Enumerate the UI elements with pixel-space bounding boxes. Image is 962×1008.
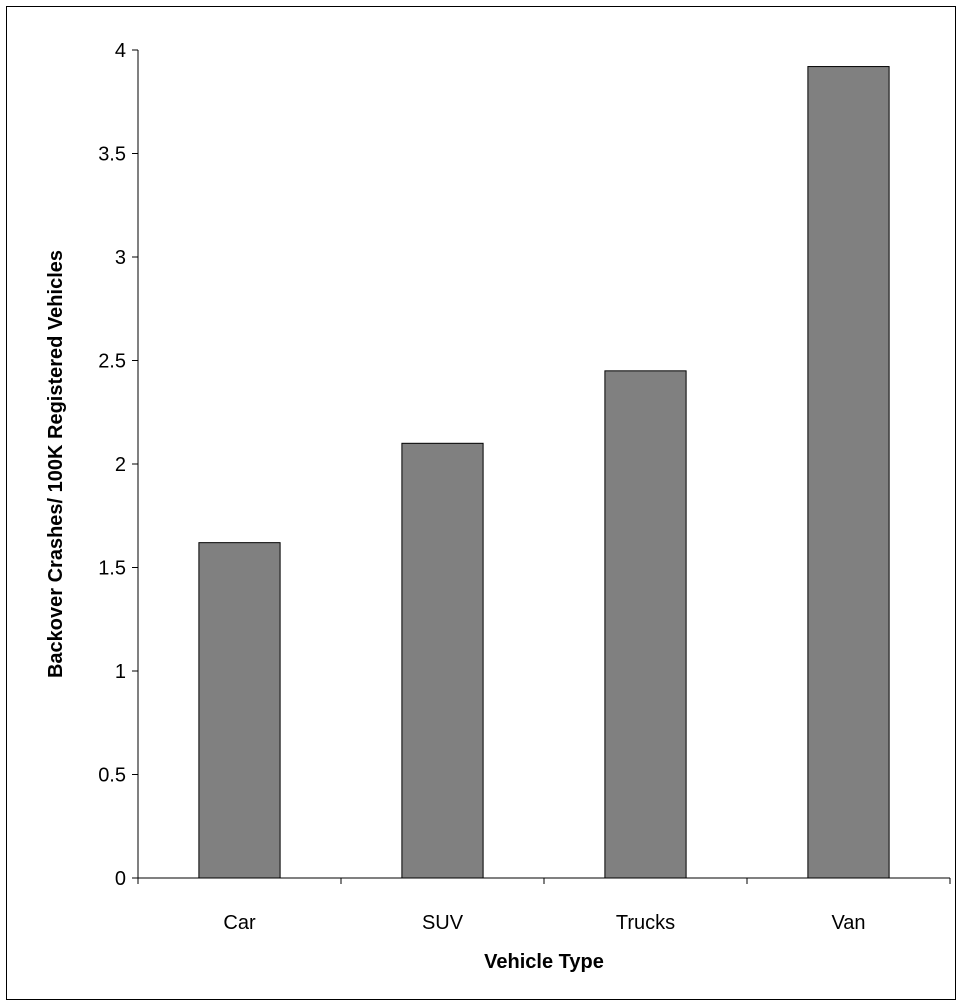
bars-group — [198, 66, 890, 879]
y-tick-label: 1.5 — [98, 558, 126, 580]
x-axis-ticks: Car SUV Trucks Van — [137, 878, 951, 934]
y-tick-label: 0.5 — [98, 765, 126, 787]
x-tick-label: Car — [223, 912, 256, 934]
bar-trucks — [604, 370, 687, 879]
bar-suv — [401, 442, 484, 879]
y-axis-ticks: 0 0.5 1 1.5 2 2.5 3 3.5 4 — [98, 40, 138, 890]
x-tick-label: Van — [831, 912, 865, 934]
y-tick-label: 2 — [115, 454, 126, 476]
bar-van — [807, 66, 890, 879]
y-tick-label: 4 — [115, 40, 126, 62]
y-tick-label: 1 — [115, 661, 126, 683]
y-axis-title: Backover Crashes/ 100K Registered Vehicl… — [45, 250, 67, 678]
y-tick-label: 3.5 — [98, 144, 126, 166]
x-tick-label: SUV — [422, 912, 464, 934]
x-axis-title: Vehicle Type — [484, 951, 604, 973]
y-tick-label: 3 — [115, 247, 126, 269]
y-tick-label: 2.5 — [98, 351, 126, 373]
bar-car — [198, 542, 281, 879]
x-tick-label: Trucks — [616, 912, 675, 934]
y-tick-label: 0 — [115, 868, 126, 890]
